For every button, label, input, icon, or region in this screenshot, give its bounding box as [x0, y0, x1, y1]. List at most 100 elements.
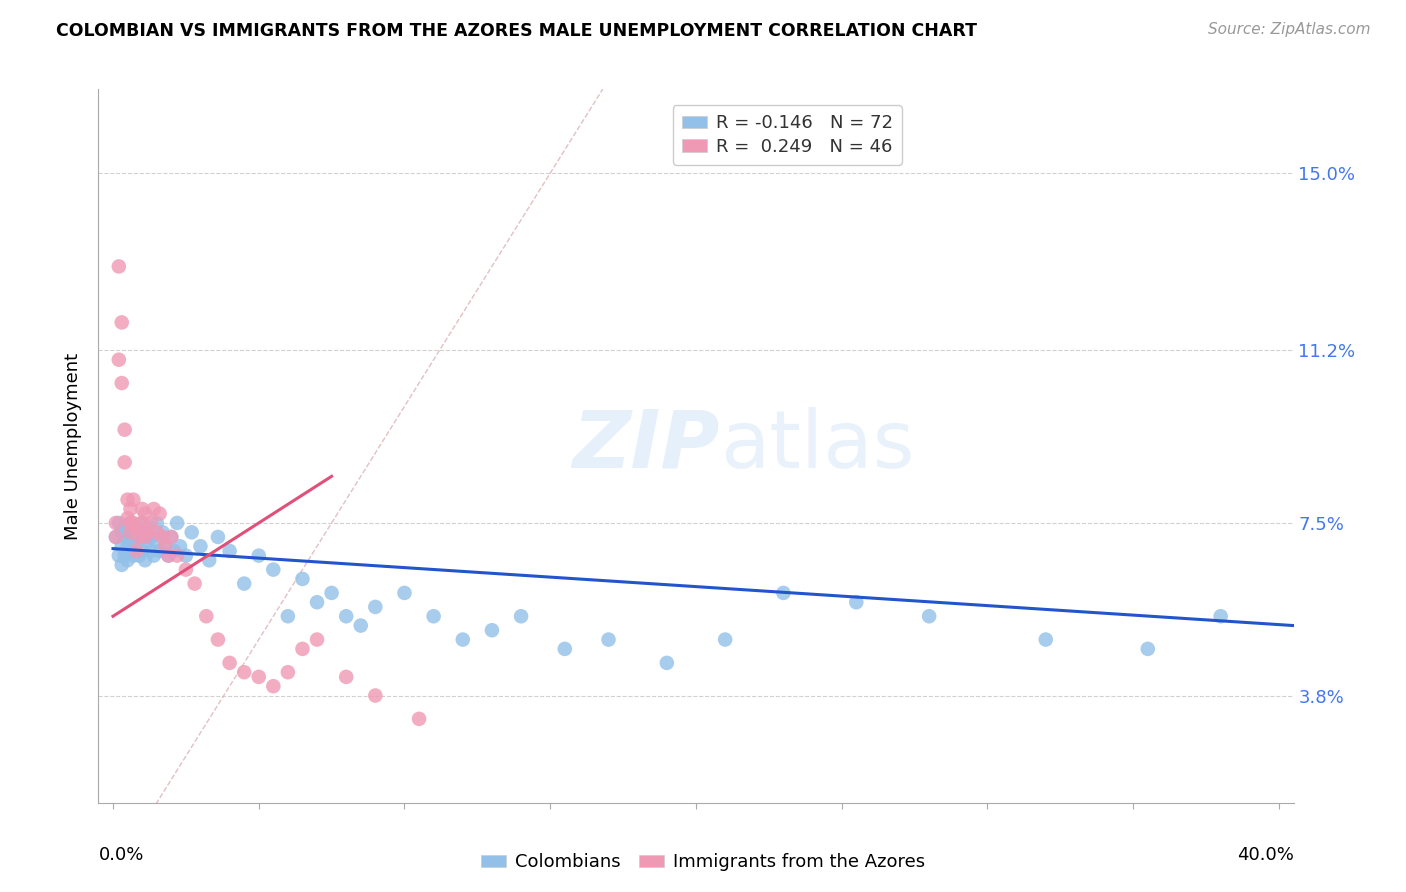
- Point: [139, 530, 162, 544]
- Point: [149, 544, 172, 558]
- Point: [155, 539, 177, 553]
- Point: [131, 516, 153, 530]
- Point: [117, 511, 139, 525]
- Text: COLOMBIAN VS IMMIGRANTS FROM THE AZORES MALE UNEMPLOYMENT CORRELATION CHART: COLOMBIAN VS IMMIGRANTS FROM THE AZORES …: [56, 22, 977, 40]
- Point: [174, 563, 197, 577]
- Point: [128, 530, 150, 544]
- Point: [166, 549, 188, 563]
- Point: [247, 670, 270, 684]
- Point: [122, 549, 145, 563]
- Point: [122, 492, 145, 507]
- Point: [114, 455, 136, 469]
- Point: [166, 516, 188, 530]
- Point: [104, 530, 127, 544]
- Point: [1035, 632, 1057, 647]
- Point: [131, 516, 153, 530]
- Point: [321, 586, 343, 600]
- Point: [195, 609, 218, 624]
- Point: [364, 689, 387, 703]
- Point: [160, 530, 183, 544]
- Point: [120, 530, 142, 544]
- Point: [655, 656, 678, 670]
- Point: [134, 507, 156, 521]
- Point: [152, 525, 174, 540]
- Point: [335, 609, 357, 624]
- Point: [247, 549, 270, 563]
- Point: [120, 516, 142, 530]
- Point: [125, 544, 148, 558]
- Point: [451, 632, 474, 647]
- Text: atlas: atlas: [720, 407, 914, 485]
- Point: [134, 553, 156, 567]
- Point: [114, 521, 136, 535]
- Point: [291, 641, 314, 656]
- Point: [305, 632, 328, 647]
- Point: [104, 516, 127, 530]
- Point: [772, 586, 794, 600]
- Point: [714, 632, 737, 647]
- Point: [111, 539, 134, 553]
- Point: [108, 352, 131, 367]
- Point: [155, 539, 177, 553]
- Point: [233, 576, 256, 591]
- Point: [122, 516, 145, 530]
- Point: [128, 549, 150, 563]
- Legend: R = -0.146   N = 72, R =  0.249   N = 46: R = -0.146 N = 72, R = 0.249 N = 46: [672, 105, 903, 165]
- Point: [122, 534, 145, 549]
- Point: [145, 516, 167, 530]
- Point: [394, 586, 416, 600]
- Point: [845, 595, 868, 609]
- Point: [163, 544, 186, 558]
- Point: [136, 525, 159, 540]
- Point: [117, 553, 139, 567]
- Point: [218, 544, 240, 558]
- Point: [152, 530, 174, 544]
- Y-axis label: Male Unemployment: Male Unemployment: [65, 352, 83, 540]
- Point: [117, 539, 139, 553]
- Point: [481, 624, 503, 638]
- Point: [111, 558, 134, 572]
- Point: [218, 656, 240, 670]
- Point: [510, 609, 533, 624]
- Point: [134, 530, 156, 544]
- Point: [125, 539, 148, 553]
- Point: [305, 595, 328, 609]
- Point: [207, 530, 229, 544]
- Text: Source: ZipAtlas.com: Source: ZipAtlas.com: [1208, 22, 1371, 37]
- Point: [142, 502, 165, 516]
- Point: [120, 516, 142, 530]
- Point: [160, 530, 183, 544]
- Point: [120, 544, 142, 558]
- Point: [139, 516, 162, 530]
- Point: [157, 549, 180, 563]
- Point: [108, 549, 131, 563]
- Text: 0.0%: 0.0%: [98, 846, 143, 863]
- Point: [120, 502, 142, 516]
- Point: [104, 530, 127, 544]
- Point: [554, 641, 576, 656]
- Point: [125, 525, 148, 540]
- Point: [114, 549, 136, 563]
- Point: [1136, 641, 1159, 656]
- Point: [598, 632, 620, 647]
- Point: [131, 502, 153, 516]
- Point: [111, 525, 134, 540]
- Point: [207, 632, 229, 647]
- Point: [145, 534, 167, 549]
- Point: [262, 563, 284, 577]
- Point: [169, 539, 191, 553]
- Point: [131, 544, 153, 558]
- Point: [157, 549, 180, 563]
- Point: [136, 521, 159, 535]
- Point: [174, 549, 197, 563]
- Point: [422, 609, 444, 624]
- Point: [198, 553, 221, 567]
- Point: [122, 521, 145, 535]
- Point: [277, 609, 299, 624]
- Point: [108, 516, 131, 530]
- Point: [918, 609, 941, 624]
- Point: [190, 539, 212, 553]
- Point: [120, 525, 142, 540]
- Point: [136, 534, 159, 549]
- Point: [128, 530, 150, 544]
